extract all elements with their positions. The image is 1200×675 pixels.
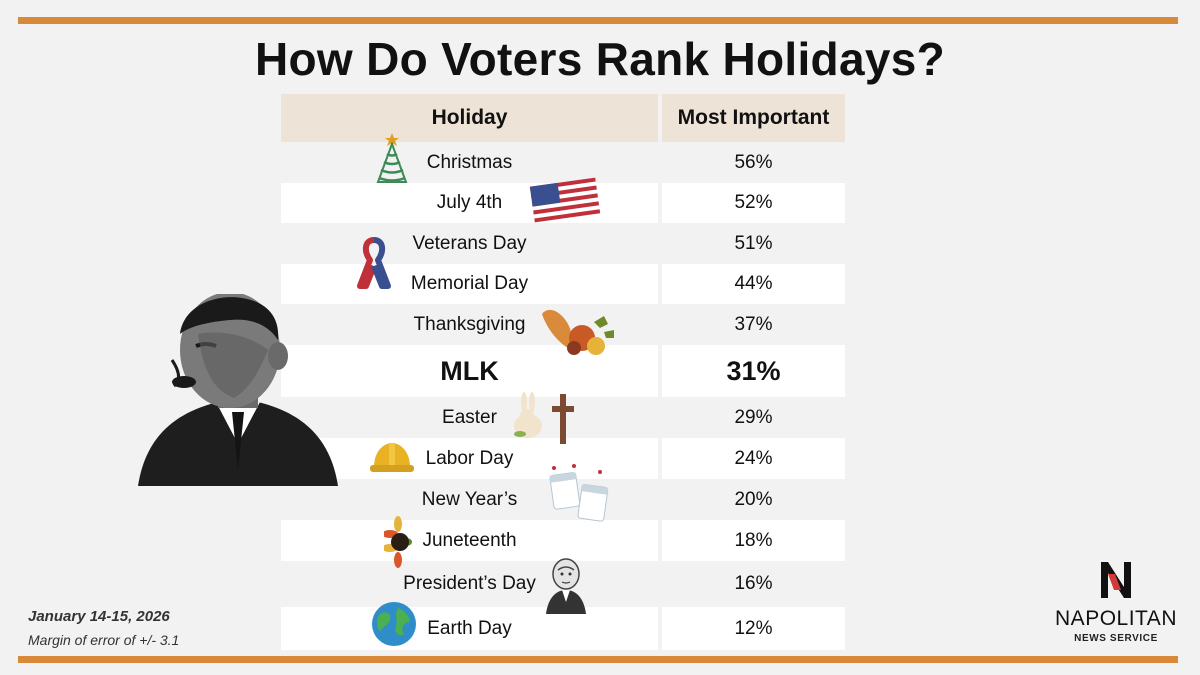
logo-name: NAPOLITAN <box>1055 607 1177 630</box>
logo-subtitle: NEWS SERVICE <box>1074 633 1158 644</box>
page-title: How Do Voters Rank Holidays? <box>255 33 945 85</box>
most-important-value: 51% <box>734 232 773 254</box>
napolitan-n-mark-icon <box>1101 562 1131 598</box>
table-header: Holiday Most Important <box>281 94 845 142</box>
holiday-name: Easter <box>442 406 497 428</box>
column-header-holiday: Holiday <box>281 94 658 142</box>
most-important-value: 16% <box>734 573 773 594</box>
cornucopia-icon <box>542 309 614 355</box>
holiday-name: Juneteenth <box>281 520 658 561</box>
us-flag-icon <box>529 177 601 223</box>
table-row: Labor Day 24% <box>281 438 845 479</box>
most-important-value: 18% <box>662 520 845 561</box>
holiday-name: Memorial Day <box>281 264 658 304</box>
most-important-value: 12% <box>662 607 845 650</box>
table-row: Thanksgiving 37% <box>281 304 845 345</box>
table-body: Christmas 56% July 4th 52% Veterans Day 51% Me… <box>281 142 845 650</box>
holiday-table: Holiday Most Important Christmas 56% July … <box>281 94 845 650</box>
poll-date: January 14-15, 2026 <box>28 608 170 625</box>
margin-of-error: Margin of error of +/- 3.1 <box>28 632 180 648</box>
holiday-name: Earth Day <box>281 607 658 650</box>
bunny-cross-icon <box>514 392 574 444</box>
holiday-name: New Year’s <box>421 488 518 510</box>
table-row: Easter 29% <box>281 397 845 438</box>
most-important-value: 56% <box>734 151 773 173</box>
most-important-value: 29% <box>734 406 773 428</box>
washington-portrait-icon <box>546 558 586 614</box>
globe-icon <box>372 602 416 646</box>
table-row: New Year’s 20% <box>281 479 845 520</box>
table-row: Memorial Day 44% <box>281 264 845 304</box>
most-important-value: 52% <box>662 183 845 223</box>
most-important-value: 37% <box>734 313 773 335</box>
ribbon-icon <box>357 237 391 289</box>
mlk-portrait-illustration <box>138 294 338 486</box>
holiday-name: Labor Day <box>281 438 658 479</box>
holiday-name: Christmas <box>426 151 513 173</box>
most-important-value: 24% <box>662 438 845 479</box>
christmas-tree-icon <box>376 133 408 183</box>
holiday-name: Thanksgiving <box>413 313 526 335</box>
sunflower-icon <box>384 516 412 568</box>
holiday-name: President’s Day <box>403 573 536 594</box>
table-row: Christmas 56% <box>281 142 845 183</box>
most-important-value: 44% <box>662 264 845 304</box>
most-important-value: 31% <box>662 345 845 397</box>
holiday-name: Veterans Day <box>412 232 527 254</box>
bottom-accent-bar <box>18 656 1178 663</box>
table-row: Veterans Day 51% <box>281 223 845 264</box>
most-important-value: 20% <box>734 488 773 510</box>
hard-hat-icon <box>370 443 414 472</box>
table-row: President’s Day 16% <box>281 561 845 607</box>
table-row: Earth Day 12% <box>281 607 845 650</box>
calendar-icon <box>549 464 609 522</box>
napolitan-logo: NAPOLITAN NEWS SERVICE <box>1046 560 1186 644</box>
column-header-most-important: Most Important <box>662 94 845 142</box>
table-row: Juneteenth 18% <box>281 520 845 561</box>
top-accent-bar <box>18 17 1178 24</box>
